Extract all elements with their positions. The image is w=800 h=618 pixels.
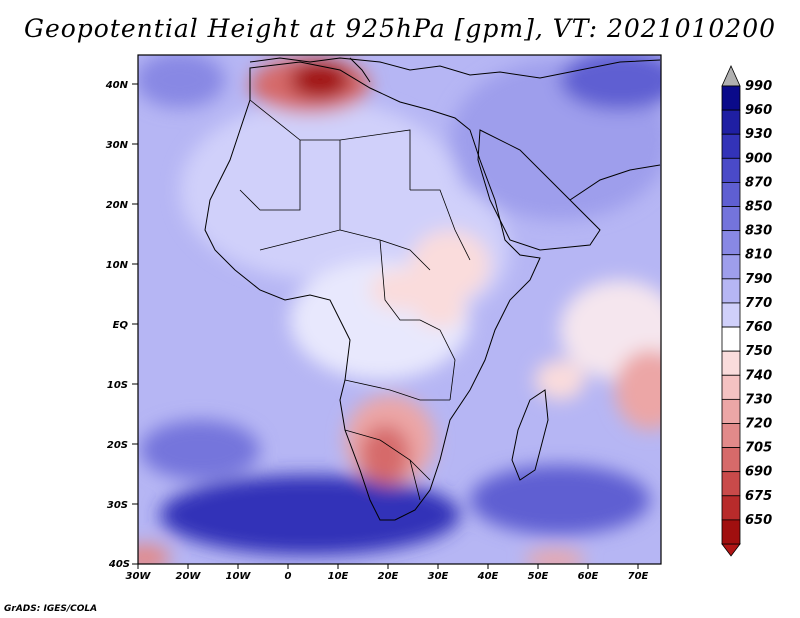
colorbar-label: 650 <box>745 513 772 528</box>
field-s-corner <box>525 550 585 564</box>
field-south-atlantic <box>140 420 260 480</box>
lat-label: 20N <box>106 200 129 211</box>
coastlines <box>204 57 661 521</box>
colorbar-label: 900 <box>745 151 772 166</box>
lon-label: 0 <box>285 571 292 582</box>
colorbar-top-arrow <box>721 65 741 87</box>
colorbar-box <box>721 423 741 448</box>
lon-label: 70E <box>628 571 649 582</box>
field-south-atlantic-low <box>160 475 460 555</box>
colorbar-box <box>721 471 741 497</box>
height-field <box>138 55 661 564</box>
colorbar-box <box>721 326 741 352</box>
lat-label: 30S <box>107 500 128 511</box>
lat-label: 30N <box>106 140 129 151</box>
lat-label: 10N <box>106 260 129 271</box>
colorbar-label: 750 <box>745 344 772 359</box>
colorbar-box <box>721 157 741 183</box>
lon-label: 10E <box>328 571 349 582</box>
field-atlantic-north <box>138 55 225 108</box>
colorbar-box <box>721 495 741 521</box>
field-lakes-pink <box>415 292 465 328</box>
field-south-indian-low <box>470 465 650 535</box>
lat-label: 20S <box>107 440 128 451</box>
colorbar-label: 790 <box>745 272 772 287</box>
colorbar-box <box>721 133 741 159</box>
field-ethiopia-pink <box>410 230 490 300</box>
colorbar-box <box>721 206 741 232</box>
colorbar-box <box>721 230 741 256</box>
field-atlas-core <box>290 62 350 98</box>
field-madagascar-east <box>535 360 585 400</box>
colorbar-label: 930 <box>745 127 772 142</box>
colorbar-label: 705 <box>745 441 772 456</box>
field-indian-ocean <box>560 280 661 380</box>
lon-label: 30W <box>126 571 152 582</box>
colorbar-box <box>721 519 741 545</box>
field-mascarene <box>615 350 661 430</box>
lon-label: 20W <box>176 571 202 582</box>
madagascar-coastline <box>511 389 549 481</box>
colorbar-label: 770 <box>745 296 772 311</box>
colorbar-label: 870 <box>745 175 772 190</box>
colorbar-box <box>721 447 741 473</box>
colorbar-box <box>721 398 741 424</box>
lat-label: 10S <box>107 380 128 391</box>
credit-text: GrADS: IGES/COLA <box>4 604 98 614</box>
border-lines <box>239 99 471 501</box>
lat-label: EQ <box>113 320 129 331</box>
colorbar-label: 760 <box>745 320 772 335</box>
colorbar-box <box>721 182 741 207</box>
europe-coastline <box>249 57 661 79</box>
field-iran-dark <box>560 55 661 110</box>
lon-label: 30E <box>428 571 449 582</box>
colorbar-bottom-arrow <box>721 543 741 557</box>
colorbar-label: 960 <box>745 103 772 118</box>
colorbar-box <box>721 85 741 111</box>
lat-label: 40S <box>108 559 130 570</box>
colorbar-box <box>721 350 741 376</box>
africa-coastline <box>204 61 541 521</box>
colorbar-box <box>721 302 741 328</box>
colorbar-label: 810 <box>745 248 772 263</box>
colorbar: 990 960 930 900 870 850 830 810 790 770 760 750 740 7… <box>721 65 772 557</box>
lon-label: 40E <box>477 571 499 582</box>
lat-label: 40N <box>105 80 129 91</box>
lon-label: 60E <box>578 571 599 582</box>
lat-axis: 40N 30N 20N 10N EQ 10S 20S 30S 40S <box>105 80 138 570</box>
colorbar-box <box>721 278 741 304</box>
italy-coastline <box>349 57 371 83</box>
lon-label: 20E <box>378 571 399 582</box>
colorbar-box <box>721 374 741 400</box>
colorbar-box <box>721 109 741 135</box>
field-kalahari-core <box>360 425 410 485</box>
lon-label: 50E <box>528 571 549 582</box>
lon-label: 10W <box>226 571 252 582</box>
colorbar-label: 830 <box>745 224 772 239</box>
gulf-coastline <box>569 164 661 201</box>
colorbar-label: 720 <box>745 416 772 431</box>
colorbar-label: 690 <box>745 465 772 480</box>
map-frame <box>137 54 662 565</box>
colorbar-label: 730 <box>745 392 772 407</box>
colorbar-label: 740 <box>745 368 772 383</box>
lon-axis: 30W 20W 10W 0 10E 20E 30E 40E 50E 60E 70… <box>126 564 649 582</box>
field-sw-corner <box>138 544 170 564</box>
colorbar-label: 850 <box>745 200 772 215</box>
colorbar-label: 990 <box>745 79 772 94</box>
colorbar-label: 675 <box>745 489 772 504</box>
colorbar-box <box>721 254 741 280</box>
arabia-coastline <box>477 129 601 251</box>
chart-title: Geopotential Height at 925hPa [gpm], VT:… <box>23 14 777 43</box>
